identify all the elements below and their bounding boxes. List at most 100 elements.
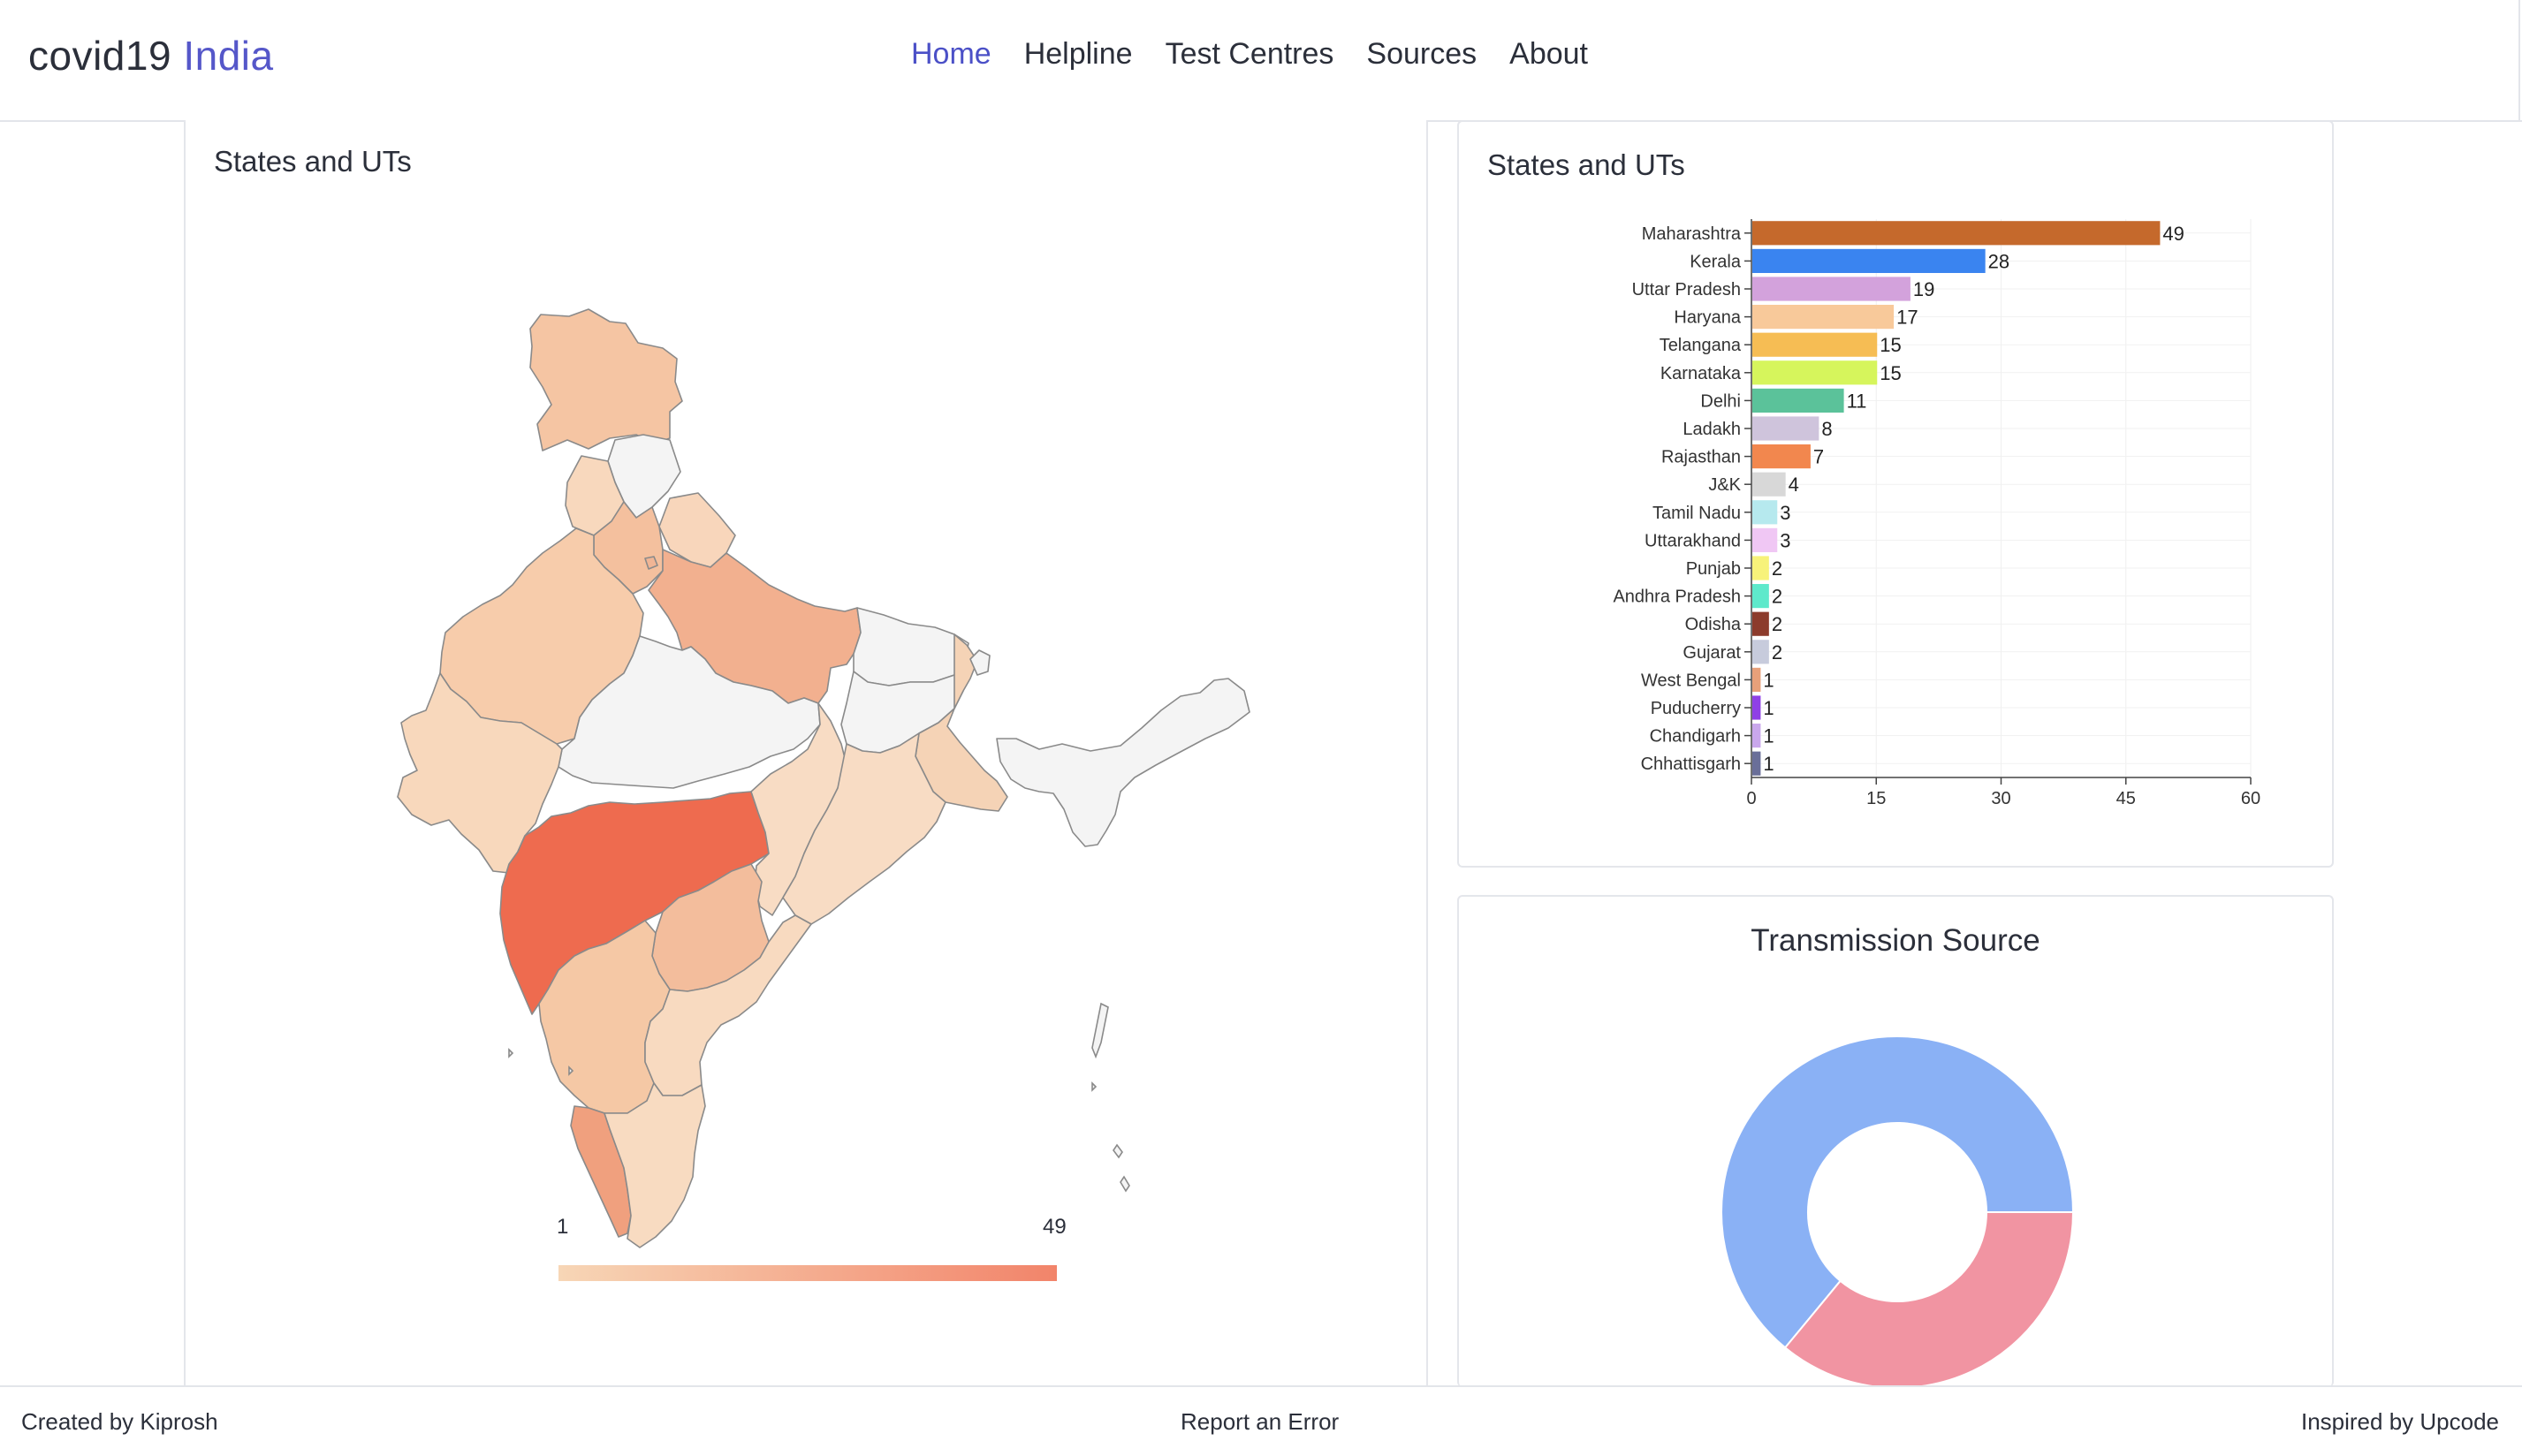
x-tick-label: 0 (1746, 789, 1756, 808)
bar-value-label: 49 (2162, 223, 2184, 245)
state-assam-ne[interactable] (996, 678, 1250, 847)
bar-chhattisgarh[interactable] (1752, 751, 1761, 776)
bar-rajasthan[interactable] (1752, 444, 1811, 469)
bar-maharashtra[interactable] (1752, 221, 2161, 246)
state-sikkim[interactable] (969, 649, 991, 676)
bar-andhra-pradesh[interactable] (1752, 584, 1769, 609)
bar-ladakh[interactable] (1752, 416, 1819, 441)
footer-credit: Created by Kiprosh (21, 1408, 218, 1435)
top-navbar: covid19 India Home Helpline Test Centres… (0, 0, 2522, 122)
states-bar-chart: 0 15 30 45 60 Maharashtra 49 Kerala 2 8 Uttar Prad… (1613, 219, 2260, 808)
x-tick-label: 45 (2116, 789, 2136, 808)
category-label: Delhi (1700, 391, 1741, 411)
islands-nicobar-2 (1113, 1143, 1123, 1159)
header-edge (2518, 0, 2520, 120)
state-bihar[interactable] (853, 607, 969, 686)
map-panel: States and UTs (184, 120, 1428, 1387)
category-label: Tamil Nadu (1652, 504, 1741, 523)
donut-panel-title: Transmission Source (1751, 923, 2040, 958)
bar-value-label: 15 (1880, 334, 1901, 356)
category-label: Chhattisgarh (1641, 755, 1741, 774)
category-label: Kerala (1690, 252, 1742, 271)
category-label: Maharashtra (1642, 224, 1742, 244)
nav-sources[interactable]: Sources (1366, 37, 1477, 71)
category-label: Uttarakhand (1645, 531, 1741, 550)
main-nav: Home Helpline Test Centres Sources About (911, 37, 1588, 72)
bar-odisha[interactable] (1752, 611, 1769, 636)
bar-west-bengal[interactable] (1752, 667, 1761, 692)
india-map: 1 49 (397, 308, 1250, 1281)
nav-home[interactable]: Home (911, 37, 991, 71)
bar-puducherry[interactable] (1752, 695, 1761, 720)
category-label: Andhra Pradesh (1613, 588, 1741, 607)
category-label: Gujarat (1683, 643, 1741, 663)
brand-logo[interactable]: covid19 India (28, 32, 274, 80)
bar-value-label: 15 (1880, 362, 1901, 384)
category-label: Punjab (1686, 559, 1741, 579)
bar-value-label: 1 (1763, 697, 1774, 719)
bar-value-label: 3 (1780, 529, 1790, 551)
category-label: J&K (1708, 475, 1741, 495)
islands-lakshadweep-2 (568, 1065, 574, 1076)
islands-nicobar-1 (1091, 1081, 1098, 1092)
category-label: Telangana (1660, 336, 1742, 355)
state-tamilnadu[interactable] (604, 1082, 706, 1248)
nav-test-centres[interactable]: Test Centres (1165, 37, 1334, 71)
islands-andaman (1091, 1002, 1109, 1059)
footer-inspired: Inspired by Upcode (2300, 1408, 2499, 1435)
report-error-link[interactable]: Report an Error (1181, 1408, 1340, 1435)
bar-j-k[interactable] (1752, 472, 1786, 497)
bar-value-label: 7 (1813, 446, 1824, 468)
bar-chart-panel: States and UTs 0 15 30 45 60 Maharashtra 49 Ker… (1457, 120, 2334, 868)
bar-value-label: 2 (1772, 557, 1782, 580)
state-mp[interactable] (558, 635, 821, 789)
brand-accent: India (183, 33, 274, 79)
state-gujarat[interactable] (397, 672, 563, 874)
bar-value-label: 8 (1821, 418, 1832, 440)
map-panel-title: States and UTs (214, 145, 412, 178)
state-jk[interactable] (529, 308, 683, 451)
x-tick-label: 60 (2241, 789, 2260, 808)
state-odisha[interactable] (782, 732, 946, 925)
category-label: Uttar Pradesh (1632, 280, 1741, 300)
bar-value-label: 11 (1847, 390, 1867, 412)
bar-chandigarh[interactable] (1752, 724, 1761, 748)
category-label: Puducherry (1651, 699, 1741, 718)
bar-haryana[interactable] (1752, 305, 1895, 330)
bar-value-label: 19 (1913, 278, 1934, 300)
bar-value-label: 4 (1789, 474, 1799, 496)
x-tick-label: 30 (1991, 789, 2010, 808)
bar-karnataka[interactable] (1752, 360, 1878, 385)
color-scale-legend (558, 1265, 1057, 1281)
nav-helpline[interactable]: Helpline (1023, 37, 1133, 71)
donut-slice-1[interactable] (1721, 1035, 2075, 1349)
nav-about[interactable]: About (1509, 37, 1589, 71)
bar-telangana[interactable] (1752, 332, 1878, 357)
legend-max-label: 49 (1043, 1215, 1067, 1239)
bar-delhi[interactable] (1752, 388, 1844, 413)
islands-nicobar-3 (1120, 1175, 1130, 1193)
bar-uttar-pradesh[interactable] (1752, 277, 1910, 301)
category-label: West Bengal (1641, 671, 1741, 690)
bar-gujarat[interactable] (1752, 640, 1769, 664)
state-delhi[interactable] (644, 556, 658, 570)
legend-min-label: 1 (557, 1215, 568, 1239)
bar-value-label: 2 (1772, 613, 1782, 635)
bar-tamil-nadu[interactable] (1752, 500, 1778, 525)
footer: Created by Kiprosh Report an Error Inspi… (0, 1385, 2522, 1456)
bar-value-label: 3 (1780, 502, 1790, 524)
bar-value-label: 2 (1772, 586, 1782, 608)
bar-value-label: 17 (1896, 307, 1918, 329)
bar-value-label: 1 (1763, 753, 1774, 775)
bar-value-label: 1 (1763, 725, 1774, 747)
state-andhra[interactable] (644, 914, 812, 1096)
bar-kerala[interactable] (1752, 248, 1986, 273)
bar-value-label: 1 (1763, 669, 1774, 691)
bar-punjab[interactable] (1752, 556, 1769, 580)
category-label: Karnataka (1660, 364, 1742, 383)
category-label: Odisha (1685, 615, 1742, 634)
donut-slice-2[interactable] (1783, 1211, 2075, 1389)
bar-uttarakhand[interactable] (1752, 527, 1778, 552)
brand-main: covid19 (28, 33, 172, 79)
category-label: Chandigarh (1650, 727, 1741, 747)
